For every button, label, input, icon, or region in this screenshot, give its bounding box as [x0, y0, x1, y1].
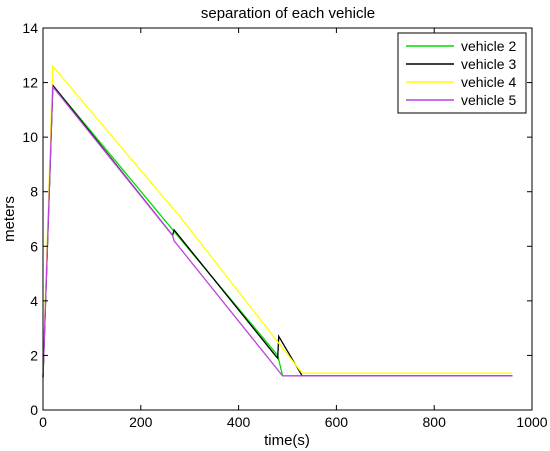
y-tick-label: 12 [22, 75, 38, 91]
chart-title: separation of each vehicle [201, 5, 375, 22]
series-line-4 [42, 84, 513, 378]
x-tick-label: 0 [39, 414, 47, 430]
y-axis-title: meters [1, 196, 18, 242]
x-tick-label: 1000 [516, 414, 547, 430]
legend-label: vehicle 3 [461, 56, 516, 72]
y-tick-label: 0 [30, 402, 38, 418]
y-tick-label: 8 [30, 184, 38, 200]
x-tick-label: 400 [227, 414, 251, 430]
x-tick-label: 600 [325, 414, 349, 430]
x-axis: 0 200 400 600 800 1000 [39, 28, 548, 430]
legend: vehicle 2 vehicle 3 vehicle 4 vehicle 5 [397, 32, 527, 114]
series-line-1 [42, 83, 513, 378]
y-tick-label: 2 [30, 347, 38, 363]
x-tick-label: 200 [129, 414, 153, 430]
y-tick-label: 10 [22, 129, 38, 145]
series-line-2 [42, 83, 513, 378]
y-axis: 0 2 4 6 8 10 12 14 [22, 20, 532, 418]
plot-lines [42, 64, 513, 378]
plot-frame [42, 27, 533, 411]
x-axis-title: time(s) [264, 432, 310, 449]
y-tick-label: 14 [22, 20, 38, 36]
legend-label: vehicle 4 [461, 74, 516, 90]
legend-label: vehicle 5 [461, 92, 516, 108]
y-tick-label: 4 [30, 293, 38, 309]
y-tick-label: 6 [30, 238, 38, 254]
legend-label: vehicle 2 [461, 38, 516, 54]
x-tick-label: 800 [423, 414, 447, 430]
